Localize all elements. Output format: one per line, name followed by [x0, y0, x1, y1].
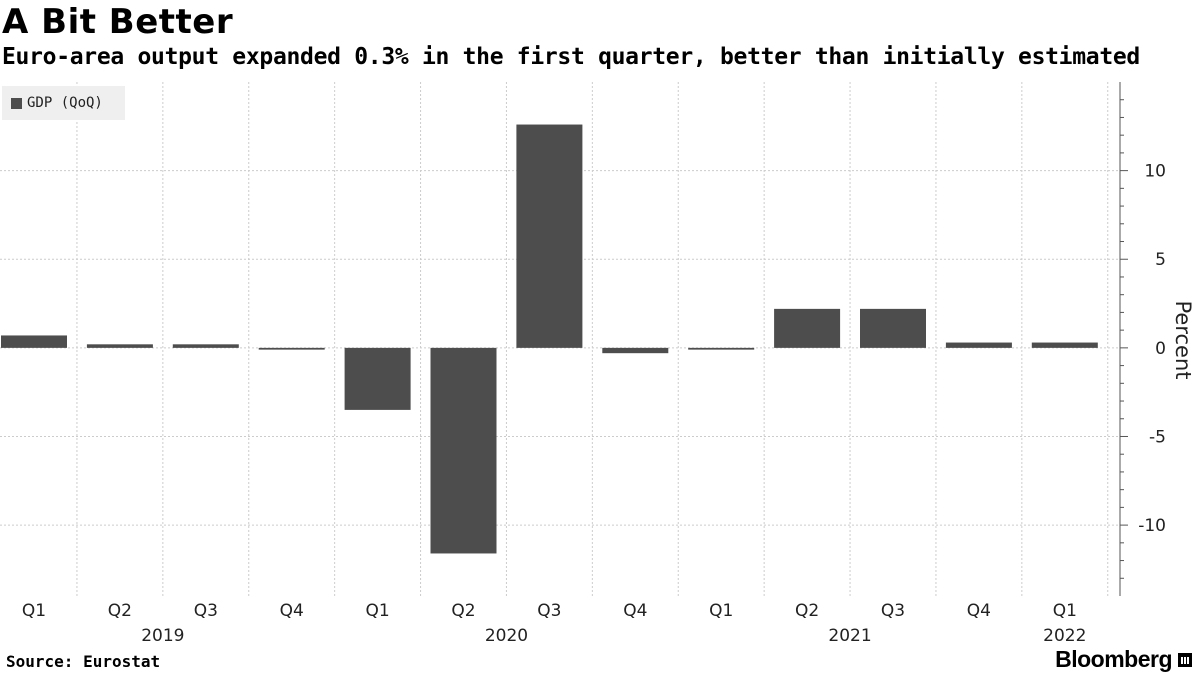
- x-tick-label: Q2: [108, 601, 132, 621]
- source-note: Source: Eurostat: [6, 652, 161, 671]
- x-year-label: 2022: [1043, 626, 1086, 646]
- bar: [430, 347, 497, 554]
- y-tick-label: 5: [1155, 250, 1166, 270]
- x-tick-label: Q1: [365, 601, 389, 621]
- bar: [86, 344, 153, 348]
- x-tick-label: Q4: [280, 601, 304, 621]
- legend-label: GDP (QoQ): [27, 95, 103, 111]
- x-tick-label: Q3: [194, 601, 218, 621]
- y-axis-label: Percent: [1171, 300, 1195, 379]
- chart-subtitle: Euro-area output expanded 0.3% in the fi…: [2, 44, 1140, 70]
- x-tick-label: Q4: [967, 601, 991, 621]
- chart-title: A Bit Better: [2, 2, 234, 42]
- x-tick-label: Q1: [709, 601, 733, 621]
- bar: [258, 347, 325, 350]
- bar-chart-icon: [1178, 652, 1192, 667]
- y-tick-label: -10: [1138, 516, 1166, 536]
- x-year-label: 2019: [141, 626, 184, 646]
- x-tick-label: Q4: [623, 601, 647, 621]
- x-tick-label: Q2: [795, 601, 819, 621]
- x-tick-label: Q1: [22, 601, 46, 621]
- x-year-label: 2021: [828, 626, 871, 646]
- bar: [344, 347, 411, 410]
- bar: [172, 344, 239, 348]
- brand-name: Bloomberg: [1055, 646, 1172, 672]
- bar: [1031, 342, 1098, 348]
- y-tick-label: 0: [1155, 339, 1166, 359]
- bar: [688, 347, 755, 350]
- bar: [945, 342, 1012, 348]
- legend-swatch: [11, 97, 22, 109]
- x-tick-label: Q3: [881, 601, 905, 621]
- bar: [774, 308, 841, 348]
- x-year-label: 2020: [485, 626, 528, 646]
- x-tick-label: Q1: [1053, 601, 1077, 621]
- bar: [516, 124, 583, 348]
- bar: [1, 335, 67, 348]
- x-tick-label: Q3: [537, 601, 561, 621]
- x-tick-label: Q2: [451, 601, 475, 621]
- bar: [602, 347, 669, 354]
- bloomberg-logo: Bloomberg: [1055, 646, 1192, 673]
- bar: [860, 308, 926, 348]
- y-tick-label: -5: [1149, 427, 1166, 447]
- legend: GDP (QoQ): [2, 86, 125, 120]
- y-tick-label: 10: [1144, 162, 1166, 182]
